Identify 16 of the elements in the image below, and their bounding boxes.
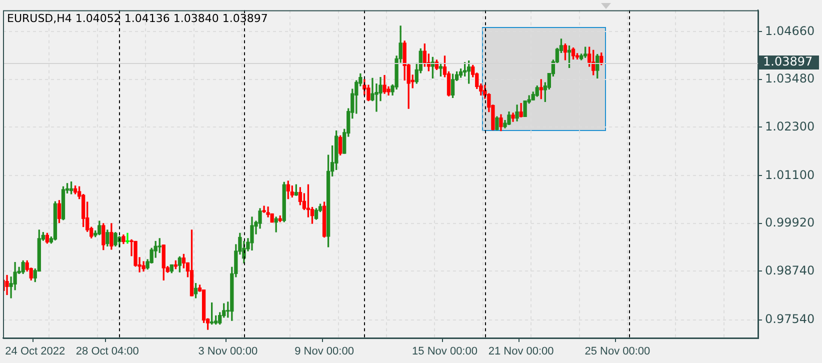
x-tick-label: 3 Nov 00:00 xyxy=(198,346,258,358)
y-tick-label: 1.01100 xyxy=(765,168,815,182)
y-tick-label: 0.99920 xyxy=(765,216,815,230)
y-tick-label: 1.03480 xyxy=(765,72,815,86)
y-tick-label: 0.98740 xyxy=(765,263,815,278)
y-tick-label: 1.02300 xyxy=(765,119,815,134)
x-tick-label: 28 Oct 04:00 xyxy=(76,346,139,358)
y-tick-label: 1.04660 xyxy=(765,24,815,38)
y-tick-label: 0.97540 xyxy=(765,312,815,326)
x-tick-label: 21 Nov 00:00 xyxy=(488,346,554,358)
x-tick-label: 25 Nov 00:00 xyxy=(584,346,650,358)
x-tick-label: 9 Nov 00:00 xyxy=(294,346,354,358)
x-tick-label: 24 Oct 2022 xyxy=(5,346,66,358)
ref-line-label: 1.03897 xyxy=(763,54,813,69)
chart-title: EURUSD,H4 1.04052 1.04136 1.03840 1.03897 xyxy=(7,12,268,26)
x-tick-label: 15 Nov 00:00 xyxy=(412,346,478,358)
